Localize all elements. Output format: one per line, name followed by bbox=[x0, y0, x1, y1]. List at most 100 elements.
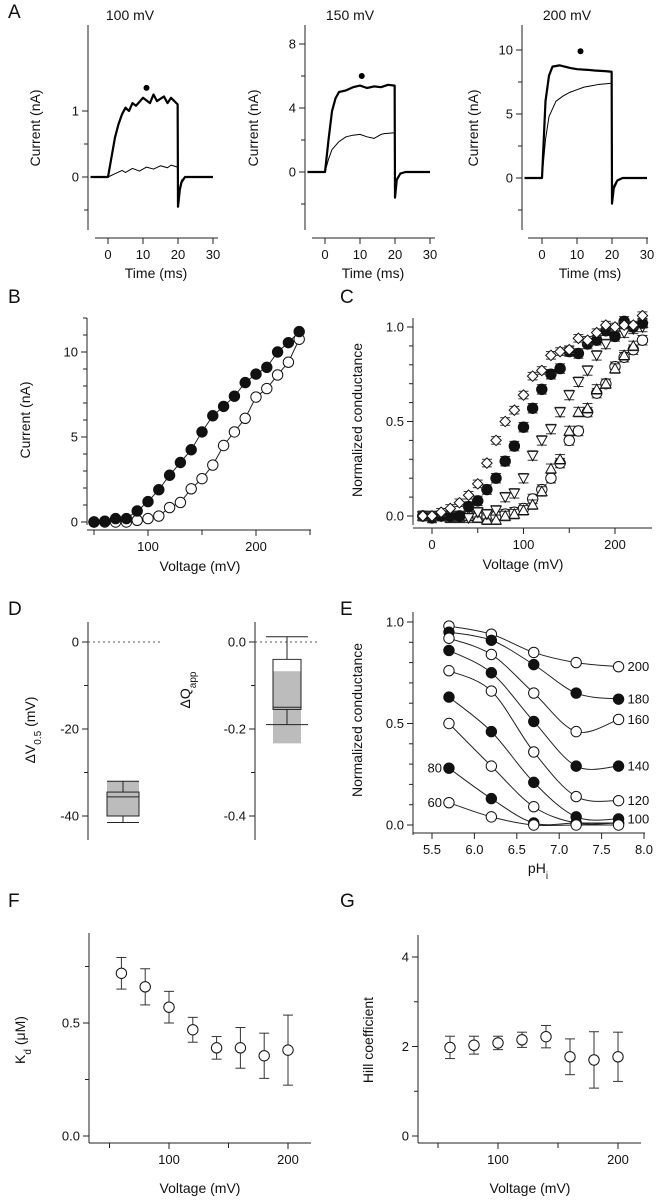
data-point bbox=[517, 421, 530, 433]
data-point bbox=[612, 760, 625, 772]
data-point bbox=[544, 424, 557, 436]
panel-letter-A: A bbox=[8, 2, 21, 23]
current-trace-thick bbox=[307, 83, 430, 199]
curve-label: 160 bbox=[628, 712, 650, 727]
data-point bbox=[581, 334, 594, 347]
y-tick-label: 1.0 bbox=[386, 615, 404, 630]
data-point bbox=[282, 1044, 294, 1056]
data-point bbox=[526, 402, 539, 414]
y-axis-label: ΔQapp bbox=[177, 671, 199, 708]
data-point bbox=[540, 1030, 552, 1043]
data-point bbox=[508, 488, 521, 500]
data-point bbox=[590, 350, 603, 362]
x-axis-label: Voltage (mV) bbox=[490, 1180, 571, 1196]
data-point bbox=[443, 644, 455, 657]
y-tick-label: 0.5 bbox=[386, 716, 404, 731]
data-point bbox=[426, 510, 438, 522]
data-point bbox=[271, 369, 284, 381]
x-tick-label: 7.0 bbox=[550, 842, 568, 857]
y-axis-label-part: K bbox=[12, 1054, 28, 1064]
data-point bbox=[526, 370, 539, 383]
x-tick-label: 0 bbox=[321, 247, 328, 262]
y-tick-label: 0.5 bbox=[386, 414, 404, 429]
data-point bbox=[581, 365, 594, 377]
data-point bbox=[271, 346, 284, 358]
data-point bbox=[99, 515, 111, 527]
x-tick-label: 8.0 bbox=[635, 842, 653, 857]
data-point bbox=[207, 459, 219, 471]
data-point bbox=[258, 1050, 270, 1062]
data-point bbox=[588, 1054, 600, 1066]
data-point bbox=[234, 1042, 247, 1054]
y-tick-label: 10 bbox=[64, 345, 78, 360]
x-axis-label: pHi bbox=[528, 860, 548, 882]
data-point bbox=[468, 1039, 480, 1051]
x-tick-label: 200 bbox=[607, 1152, 629, 1167]
data-point bbox=[185, 444, 197, 456]
x-tick-label: 200 bbox=[604, 537, 626, 552]
curve-label: 180 bbox=[628, 692, 650, 707]
x-tick-label: 100 bbox=[158, 1152, 180, 1167]
data-point bbox=[528, 715, 540, 728]
data-point bbox=[481, 483, 493, 496]
data-point bbox=[471, 507, 484, 519]
x-tick-label: 200 bbox=[245, 539, 267, 554]
data-point bbox=[535, 364, 548, 377]
panel-a3: 0 5 10 Current (nA) 0 10 20 30 Time (ms) 200 mV bbox=[465, 7, 654, 281]
data-point bbox=[554, 407, 567, 419]
data-point bbox=[443, 665, 455, 677]
data-point bbox=[528, 801, 540, 813]
data-point bbox=[471, 477, 484, 490]
fit-curve bbox=[448, 767, 619, 826]
current-trace-thick bbox=[524, 64, 647, 205]
y-tick-label: -40 bbox=[60, 809, 79, 824]
y-axis-label: Current (nA) bbox=[17, 381, 33, 458]
x-tick-label: 10 bbox=[136, 247, 150, 262]
data-point bbox=[120, 512, 133, 525]
panel-g: 0 2 4 Hill coefficient 100 200 Voltage (mV) bbox=[360, 935, 641, 1196]
data-point bbox=[443, 762, 455, 774]
data-point bbox=[443, 796, 455, 809]
data-point bbox=[485, 667, 498, 679]
x-tick-label: 20 bbox=[605, 247, 619, 262]
data-point bbox=[545, 349, 557, 362]
data-point bbox=[435, 506, 448, 519]
data-point bbox=[163, 501, 176, 514]
y-axis-label: ΔV0.5 (mV) bbox=[22, 697, 44, 764]
x-tick-label: 0 bbox=[428, 537, 435, 552]
data-point bbox=[526, 450, 539, 462]
x-axis-label-part: Time (ms) bbox=[342, 265, 404, 281]
data-point bbox=[528, 658, 540, 671]
y-axis-label-part: Normalized conductance bbox=[349, 343, 365, 497]
y-tick-label: 0 bbox=[72, 170, 79, 185]
x-tick-label: 10 bbox=[570, 247, 584, 262]
y-tick-label: -0.2 bbox=[224, 722, 246, 737]
data-point bbox=[239, 376, 251, 389]
x-axis-label-part: Time (ms) bbox=[125, 265, 187, 281]
data-point bbox=[528, 746, 540, 758]
data-point bbox=[196, 426, 208, 438]
x-axis-label: Time (ms) bbox=[559, 265, 621, 281]
series-line bbox=[93, 331, 300, 523]
data-point bbox=[185, 483, 197, 495]
panel-d2: 0.0 -0.2 -0.4 ΔQapp bbox=[177, 622, 320, 840]
data-point bbox=[554, 453, 567, 464]
data-point bbox=[250, 391, 262, 403]
y-tick-label: 0.0 bbox=[386, 509, 404, 524]
data-point bbox=[480, 509, 493, 521]
data-point bbox=[618, 319, 631, 332]
data-point bbox=[517, 473, 530, 485]
y-axis-label: Current (nA) bbox=[245, 89, 261, 166]
data-point bbox=[485, 685, 498, 697]
data-point bbox=[599, 377, 612, 389]
data-point bbox=[570, 790, 582, 803]
data-point bbox=[282, 356, 295, 368]
data-point bbox=[508, 507, 521, 519]
data-point bbox=[526, 498, 539, 510]
y-axis-label-part: Current (nA) bbox=[27, 89, 43, 166]
y-tick-label: 0 bbox=[289, 165, 296, 180]
y-axis-label: Normalized conductance bbox=[349, 343, 365, 497]
data-point bbox=[239, 412, 251, 424]
data-point bbox=[444, 502, 457, 515]
